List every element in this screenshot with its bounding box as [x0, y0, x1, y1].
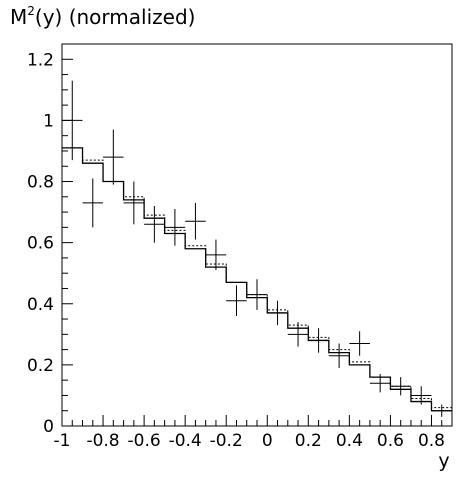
- x-tick-label: 0: [262, 431, 273, 451]
- chart-title-superscript: 2: [27, 4, 35, 18]
- y-tick-label: 0.4: [27, 295, 54, 315]
- y-tick-label: 0.6: [27, 234, 54, 254]
- plot-frame: [61, 43, 453, 427]
- histogram-dotted-series: [62, 147, 452, 409]
- chart-title-base: M: [10, 5, 27, 29]
- x-tick-label: -0.8: [86, 431, 119, 451]
- x-tick-label: -1: [54, 431, 71, 451]
- y-tick-label: 1: [43, 111, 54, 131]
- x-tick-label: 0.8: [418, 431, 445, 451]
- x-tick-label: -0.6: [128, 431, 161, 451]
- y-tick-label: 0.8: [27, 173, 54, 193]
- y-tick-label: 0.2: [27, 356, 54, 376]
- y-tick-label: 1.2: [27, 50, 54, 70]
- x-tick-label: -0.2: [210, 431, 243, 451]
- chart-title: M2(y) (normalized): [10, 4, 195, 29]
- x-tick-label: 0.6: [377, 431, 404, 451]
- chart-title-rest: (y) (normalized): [35, 5, 196, 29]
- plot-area: -1 -0.8 -0.6 -0.4 -0.2 0 0.2 0.4 0.6 0.8 0 0.2 0.4 0.…: [27, 43, 453, 451]
- x-tick-label: 0.2: [295, 431, 322, 451]
- x-axis-label: y: [438, 450, 449, 472]
- y-tick-label: 0: [43, 417, 54, 437]
- x-tick-label: -0.4: [169, 431, 202, 451]
- x-tick-label: 0.4: [336, 431, 363, 451]
